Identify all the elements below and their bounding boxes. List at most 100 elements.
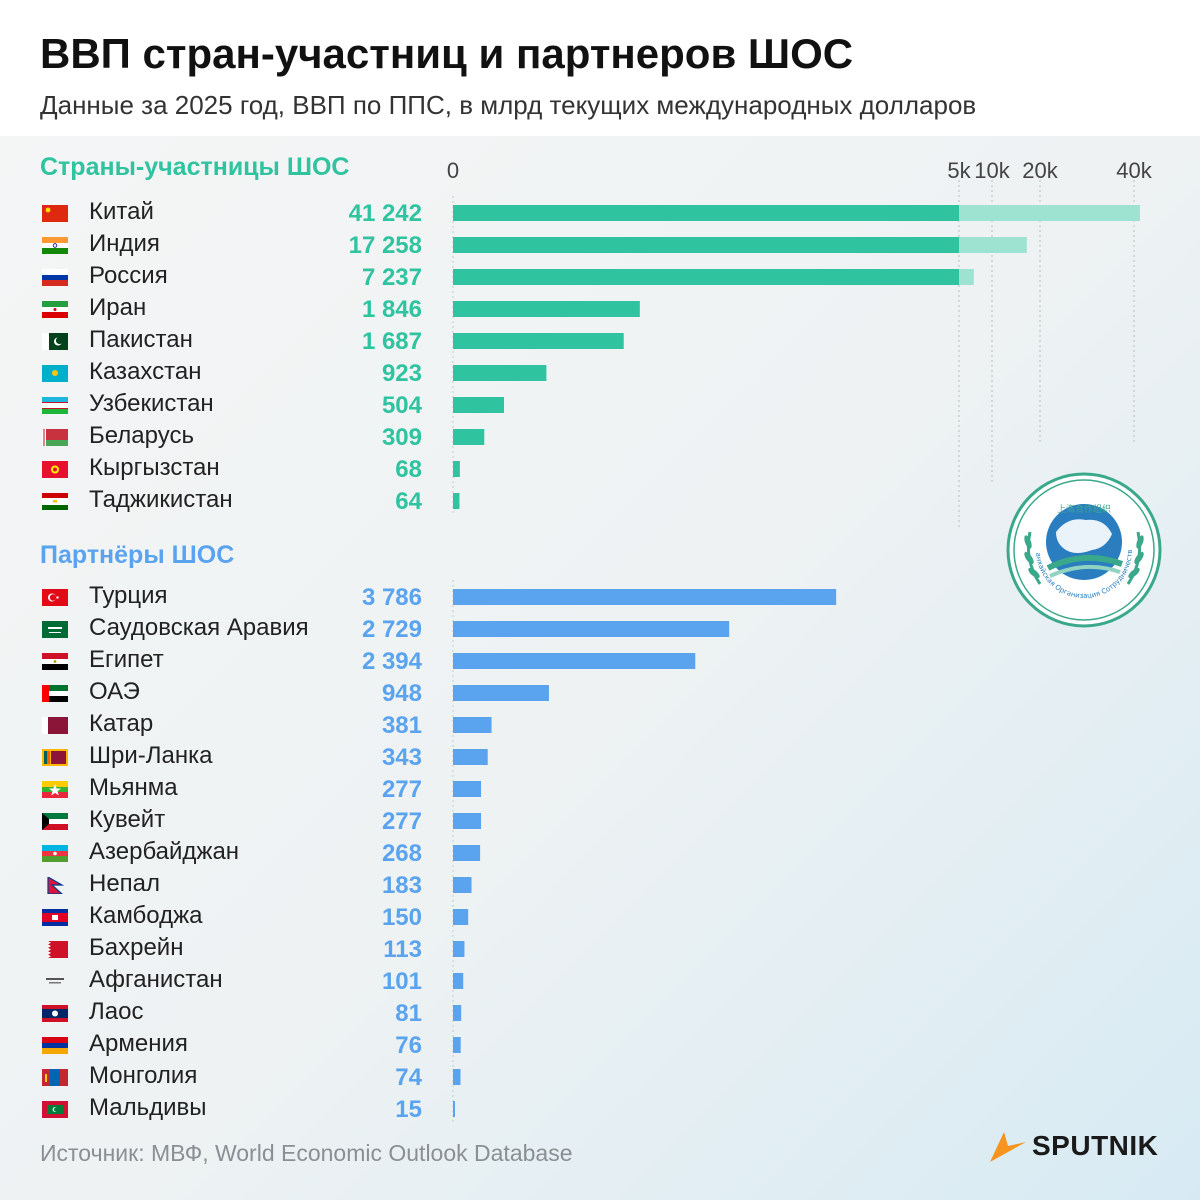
- value-label: 309: [381, 424, 422, 451]
- bar: [453, 717, 492, 733]
- bar: [453, 781, 482, 797]
- country-label: Саудовская Аравия: [89, 614, 309, 641]
- bar: [453, 845, 481, 861]
- chart-row: Шри-Ланка 343: [0, 742, 1200, 774]
- country-label: Монголия: [89, 1062, 198, 1089]
- value-label: 7 237: [361, 264, 422, 291]
- x-tick-label: 40k: [1116, 158, 1152, 183]
- country-label: Мальдивы: [89, 1094, 207, 1121]
- country-label: Египет: [89, 646, 164, 673]
- chart-row: Афганистан 101: [0, 966, 1200, 998]
- value-label: 81: [395, 1000, 422, 1027]
- x-tick-label: 0: [447, 158, 459, 183]
- value-label: 17 258: [348, 232, 422, 259]
- sri-lanka-flag-icon: [42, 749, 68, 766]
- value-label: 101: [381, 968, 422, 995]
- russia-flag-icon: [42, 269, 68, 286]
- india-flag-icon: [42, 237, 68, 254]
- chart-row: Бахрейн 113: [0, 934, 1200, 966]
- chart-row: Армения 76: [0, 1030, 1200, 1062]
- bar: [453, 429, 485, 445]
- mongolia-flag-icon: [42, 1069, 68, 1086]
- country-label: Мьянма: [89, 774, 178, 801]
- value-label: 64: [395, 488, 422, 515]
- belarus-flag-icon: [42, 429, 68, 446]
- country-label: Кувейт: [89, 806, 166, 833]
- bar: [453, 269, 959, 285]
- value-label: 268: [381, 840, 422, 867]
- value-label: 504: [381, 392, 422, 419]
- value-label: 277: [381, 808, 422, 835]
- pakistan-flag-icon: [42, 333, 68, 350]
- kyrgyzstan-flag-icon: [42, 461, 68, 478]
- country-label: Турция: [89, 582, 168, 609]
- maldives-flag-icon: [42, 1101, 68, 1118]
- value-label: 1 687: [361, 328, 422, 355]
- bar: [453, 397, 505, 413]
- value-label: 343: [381, 744, 422, 771]
- bar: [453, 493, 460, 509]
- country-label: Армения: [89, 1030, 188, 1057]
- turkey-flag-icon: [42, 589, 68, 606]
- armenia-flag-icon: [42, 1037, 68, 1054]
- chart-row: Беларусь 309: [0, 422, 1200, 454]
- bar: [453, 365, 547, 381]
- country-label: Афганистан: [89, 966, 223, 993]
- country-label: Лаос: [89, 998, 144, 1025]
- value-label: 2 729: [361, 616, 422, 643]
- qatar-flag-icon: [42, 717, 68, 734]
- chart-row: Россия 7 237: [0, 262, 1200, 294]
- chart-row: Саудовская Аравия 2 729: [0, 614, 1200, 646]
- value-label: 183: [381, 872, 422, 899]
- bar: [453, 909, 469, 925]
- value-label: 1 846: [361, 296, 422, 323]
- bar: [453, 461, 460, 477]
- chart-row: Камбоджа 150: [0, 902, 1200, 934]
- bar: [453, 1069, 461, 1085]
- bar-extension: [959, 237, 1027, 253]
- bahrain-flag-icon: [42, 941, 68, 958]
- bar: [453, 813, 482, 829]
- country-label: Катар: [89, 710, 154, 737]
- sputnik-arrow-icon: [990, 1132, 1026, 1162]
- country-label: Таджикистан: [89, 486, 233, 513]
- bar: [453, 301, 640, 317]
- country-label: Шри-Ланка: [89, 742, 213, 769]
- chart-row: Пакистан 1 687: [0, 326, 1200, 358]
- country-label: Узбекистан: [89, 390, 214, 417]
- country-label: Непал: [89, 870, 161, 897]
- page-title: ВВП стран-участниц и партнеров ШОС: [40, 30, 854, 77]
- bar: [453, 941, 465, 957]
- value-label: 2 394: [361, 648, 422, 675]
- chart-row: Мальдивы 15: [0, 1094, 1200, 1126]
- myanmar-flag-icon: [42, 781, 68, 798]
- chart-row: Монголия 74: [0, 1062, 1200, 1094]
- value-label: 68: [395, 456, 422, 483]
- bar: [453, 1037, 461, 1053]
- chart-row: Казахстан 923: [0, 358, 1200, 390]
- value-label: 150: [381, 904, 422, 931]
- uae-flag-icon: [42, 685, 68, 702]
- value-label: 277: [381, 776, 422, 803]
- bar: [453, 685, 549, 701]
- bar: [453, 877, 472, 893]
- country-label: Казахстан: [89, 358, 202, 385]
- bar: [453, 973, 464, 989]
- value-label: 113: [383, 936, 422, 963]
- value-label: 381: [381, 712, 422, 739]
- country-label: Индия: [89, 230, 160, 257]
- bar: [453, 1101, 455, 1117]
- egypt-flag-icon: [42, 653, 68, 670]
- bar: [453, 205, 959, 221]
- bar: [453, 621, 730, 637]
- value-label: 948: [381, 680, 422, 707]
- value-label: 41 242: [348, 200, 422, 227]
- brand-name: SPUTNIK: [1032, 1130, 1159, 1161]
- country-label: Беларусь: [89, 422, 194, 449]
- bar: [453, 1005, 462, 1021]
- saudi-arabia-flag-icon: [42, 621, 68, 638]
- header: ВВП стран-участниц и партнеров ШОС Данны…: [0, 0, 1200, 136]
- iran-flag-icon: [42, 301, 68, 318]
- chart-row: Иран 1 846: [0, 294, 1200, 326]
